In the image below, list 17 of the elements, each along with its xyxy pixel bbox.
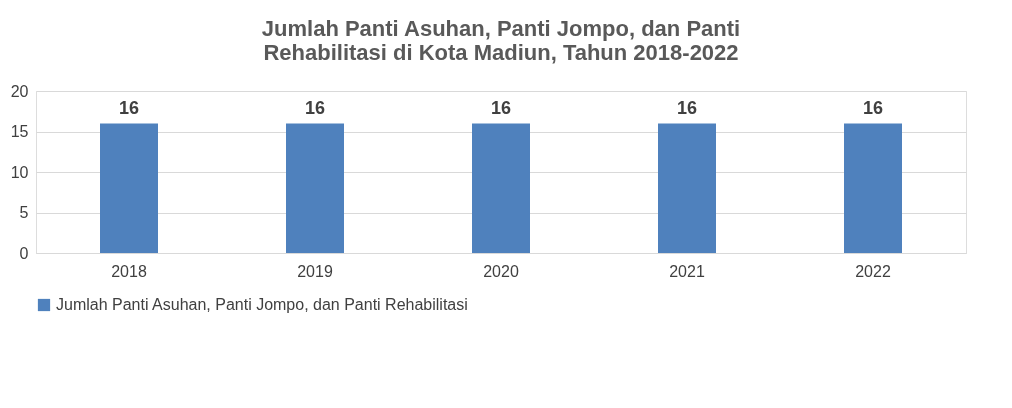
y-tick-label: 15 <box>10 123 29 140</box>
y-tick-label: 5 <box>19 204 29 221</box>
x-tick-label: 2021 <box>669 262 705 280</box>
x-tick-label: 2019 <box>297 262 333 280</box>
data-label: 16 <box>304 98 326 119</box>
legend-label: Jumlah Panti Asuhan, Panti Jompo, dan Panti Rehabilitasi <box>56 296 468 313</box>
y-tick-label: 20 <box>10 82 29 100</box>
x-tick-label: 2020 <box>483 262 519 280</box>
data-label: 16 <box>676 98 698 119</box>
y-tick-label: 0 <box>19 244 29 262</box>
data-label: 16 <box>862 98 884 119</box>
x-tick-label: 2022 <box>855 262 891 280</box>
y-tick-label: 10 <box>10 163 29 181</box>
data-label: 16 <box>490 98 512 119</box>
x-tick-label: 2018 <box>111 262 147 280</box>
data-label: 16 <box>118 98 140 119</box>
chart-title: Jumlah Panti Asuhan, Panti Jompo, dan Panti Rehabilitasi di Kota Madiun, Tahun 2018-2022 <box>261 16 741 65</box>
